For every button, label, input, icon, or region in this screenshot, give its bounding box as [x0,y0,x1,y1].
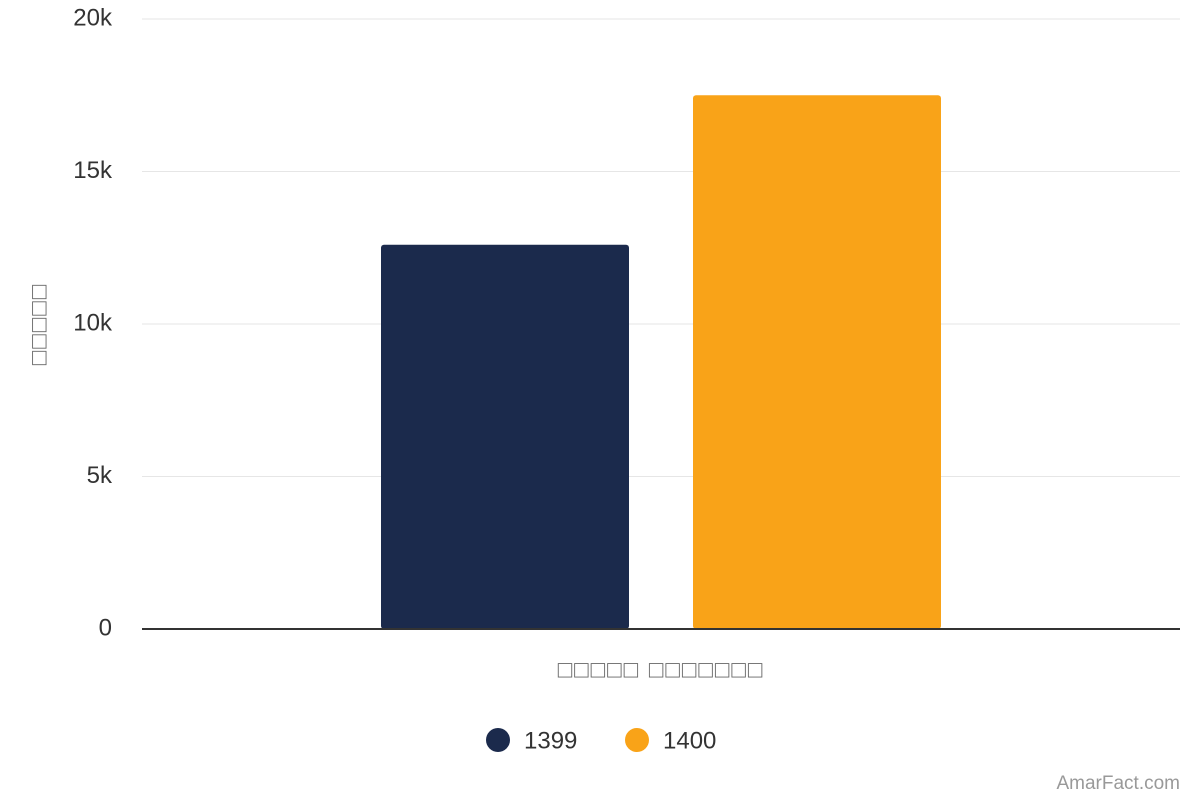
y-tick-label: 20k [73,4,113,31]
y-axis-title: □□□□□ [25,283,52,365]
bar [693,95,941,629]
x-axis-title: □□□□□ □□□□□□□ [558,656,765,683]
y-tick-label: 10k [73,309,113,336]
bar [381,244,629,629]
legend-marker [486,728,510,752]
legend-label: 1399 [524,727,577,754]
legend-marker [625,728,649,752]
y-tick-label: 0 [99,614,112,641]
y-tick-label: 5k [87,462,113,489]
legend-label: 1400 [663,727,716,754]
credit: AmarFact.com [1056,773,1180,794]
y-tick-label: 15k [73,157,113,184]
